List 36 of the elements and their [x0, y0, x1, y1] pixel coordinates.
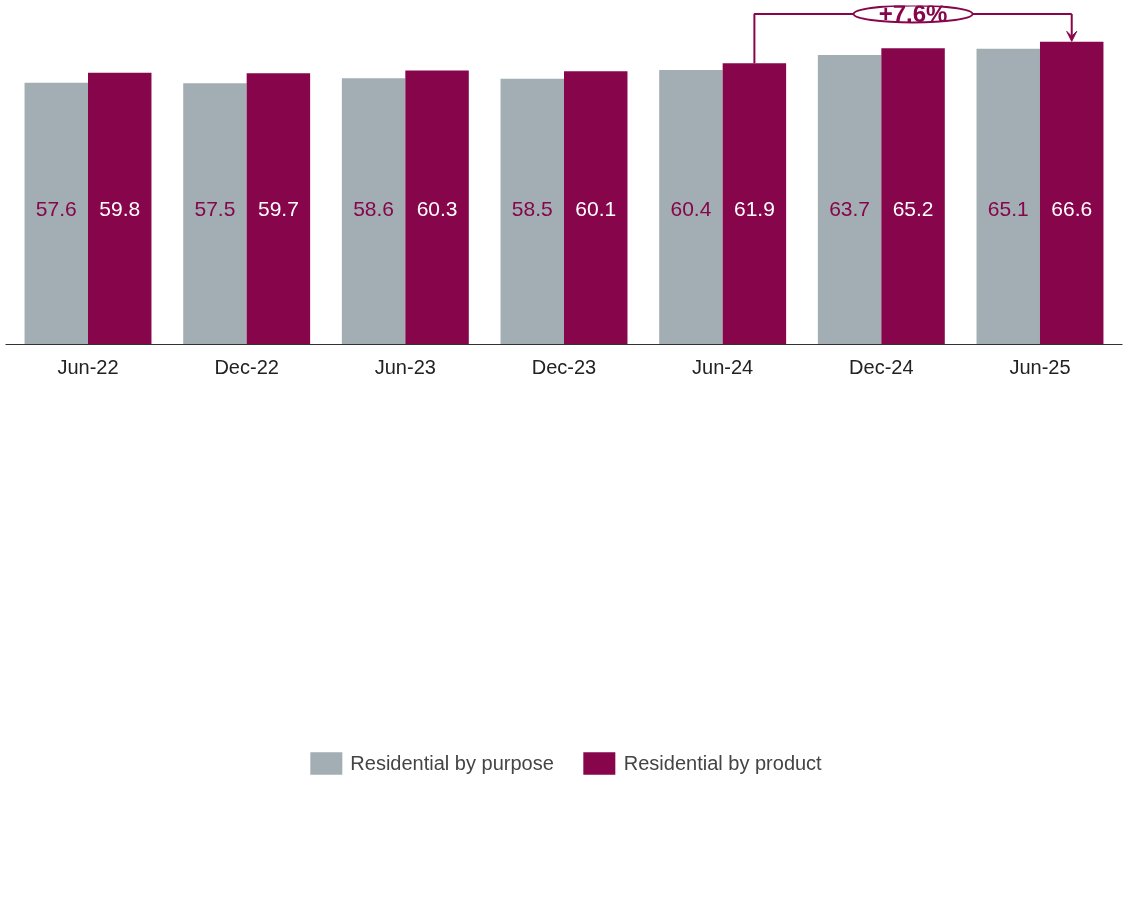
bar: [88, 72, 152, 345]
data-label: 66.6: [1051, 196, 1093, 220]
data-label: 59.8: [99, 196, 141, 220]
x-tick-label: Dec-23: [531, 355, 597, 378]
bar: [24, 82, 89, 345]
data-label: 65.2: [892, 196, 934, 220]
bar: [817, 55, 882, 345]
bar: [183, 83, 247, 345]
x-tick-label: Jun-25: [1009, 355, 1071, 378]
x-tick-label: Jun-24: [692, 355, 754, 378]
bar: [976, 48, 1040, 345]
data-label: 63.7: [829, 196, 871, 220]
legend-label: Residential by product: [623, 751, 822, 775]
data-label: 58.6: [353, 196, 395, 220]
bar: [341, 78, 406, 345]
bar: [881, 48, 945, 345]
data-label: 65.1: [987, 196, 1029, 220]
data-label: 58.5: [511, 196, 553, 220]
bar: [246, 73, 311, 345]
data-label: 57.5: [194, 196, 236, 220]
data-label: 61.9: [733, 196, 775, 220]
data-label: 59.7: [257, 196, 299, 220]
x-tick-label: Dec-24: [849, 355, 914, 378]
bar: [659, 70, 723, 345]
legend-label: Residential by purpose: [350, 751, 554, 775]
x-tick-label: Jun-22: [57, 355, 119, 378]
x-tick-label: Dec-22: [214, 355, 279, 378]
data-label: 60.1: [575, 196, 617, 220]
bar: [500, 78, 564, 345]
data-label: 57.6: [35, 196, 77, 220]
text: +7.6%: [878, 0, 948, 28]
x-tick-label: Jun-23: [374, 355, 436, 378]
bar: [564, 71, 628, 345]
bar: [405, 70, 469, 345]
data-label: 60.3: [416, 196, 458, 220]
data-label: 60.4: [670, 196, 712, 220]
